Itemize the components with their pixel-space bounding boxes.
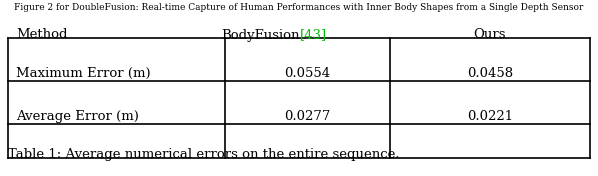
Text: Method: Method bbox=[16, 29, 68, 42]
Text: BodyFusion[43]: BodyFusion[43] bbox=[255, 29, 361, 42]
Text: 0.0554: 0.0554 bbox=[285, 67, 331, 80]
Text: 0.0221: 0.0221 bbox=[467, 110, 513, 123]
Text: BodyFusion: BodyFusion bbox=[221, 29, 300, 42]
Text: Table 1: Average numerical errors on the entire sequence.: Table 1: Average numerical errors on the… bbox=[8, 148, 399, 161]
Text: Average Error (m): Average Error (m) bbox=[16, 110, 139, 123]
Text: Maximum Error (m): Maximum Error (m) bbox=[16, 67, 151, 80]
Text: 0.0458: 0.0458 bbox=[467, 67, 513, 80]
Text: 0.0277: 0.0277 bbox=[284, 110, 331, 123]
Text: Ours: Ours bbox=[474, 29, 507, 42]
Text: [43]: [43] bbox=[300, 29, 327, 42]
Text: Figure 2 for DoubleFusion: Real-time Capture of Human Performances with Inner Bo: Figure 2 for DoubleFusion: Real-time Cap… bbox=[14, 2, 584, 11]
